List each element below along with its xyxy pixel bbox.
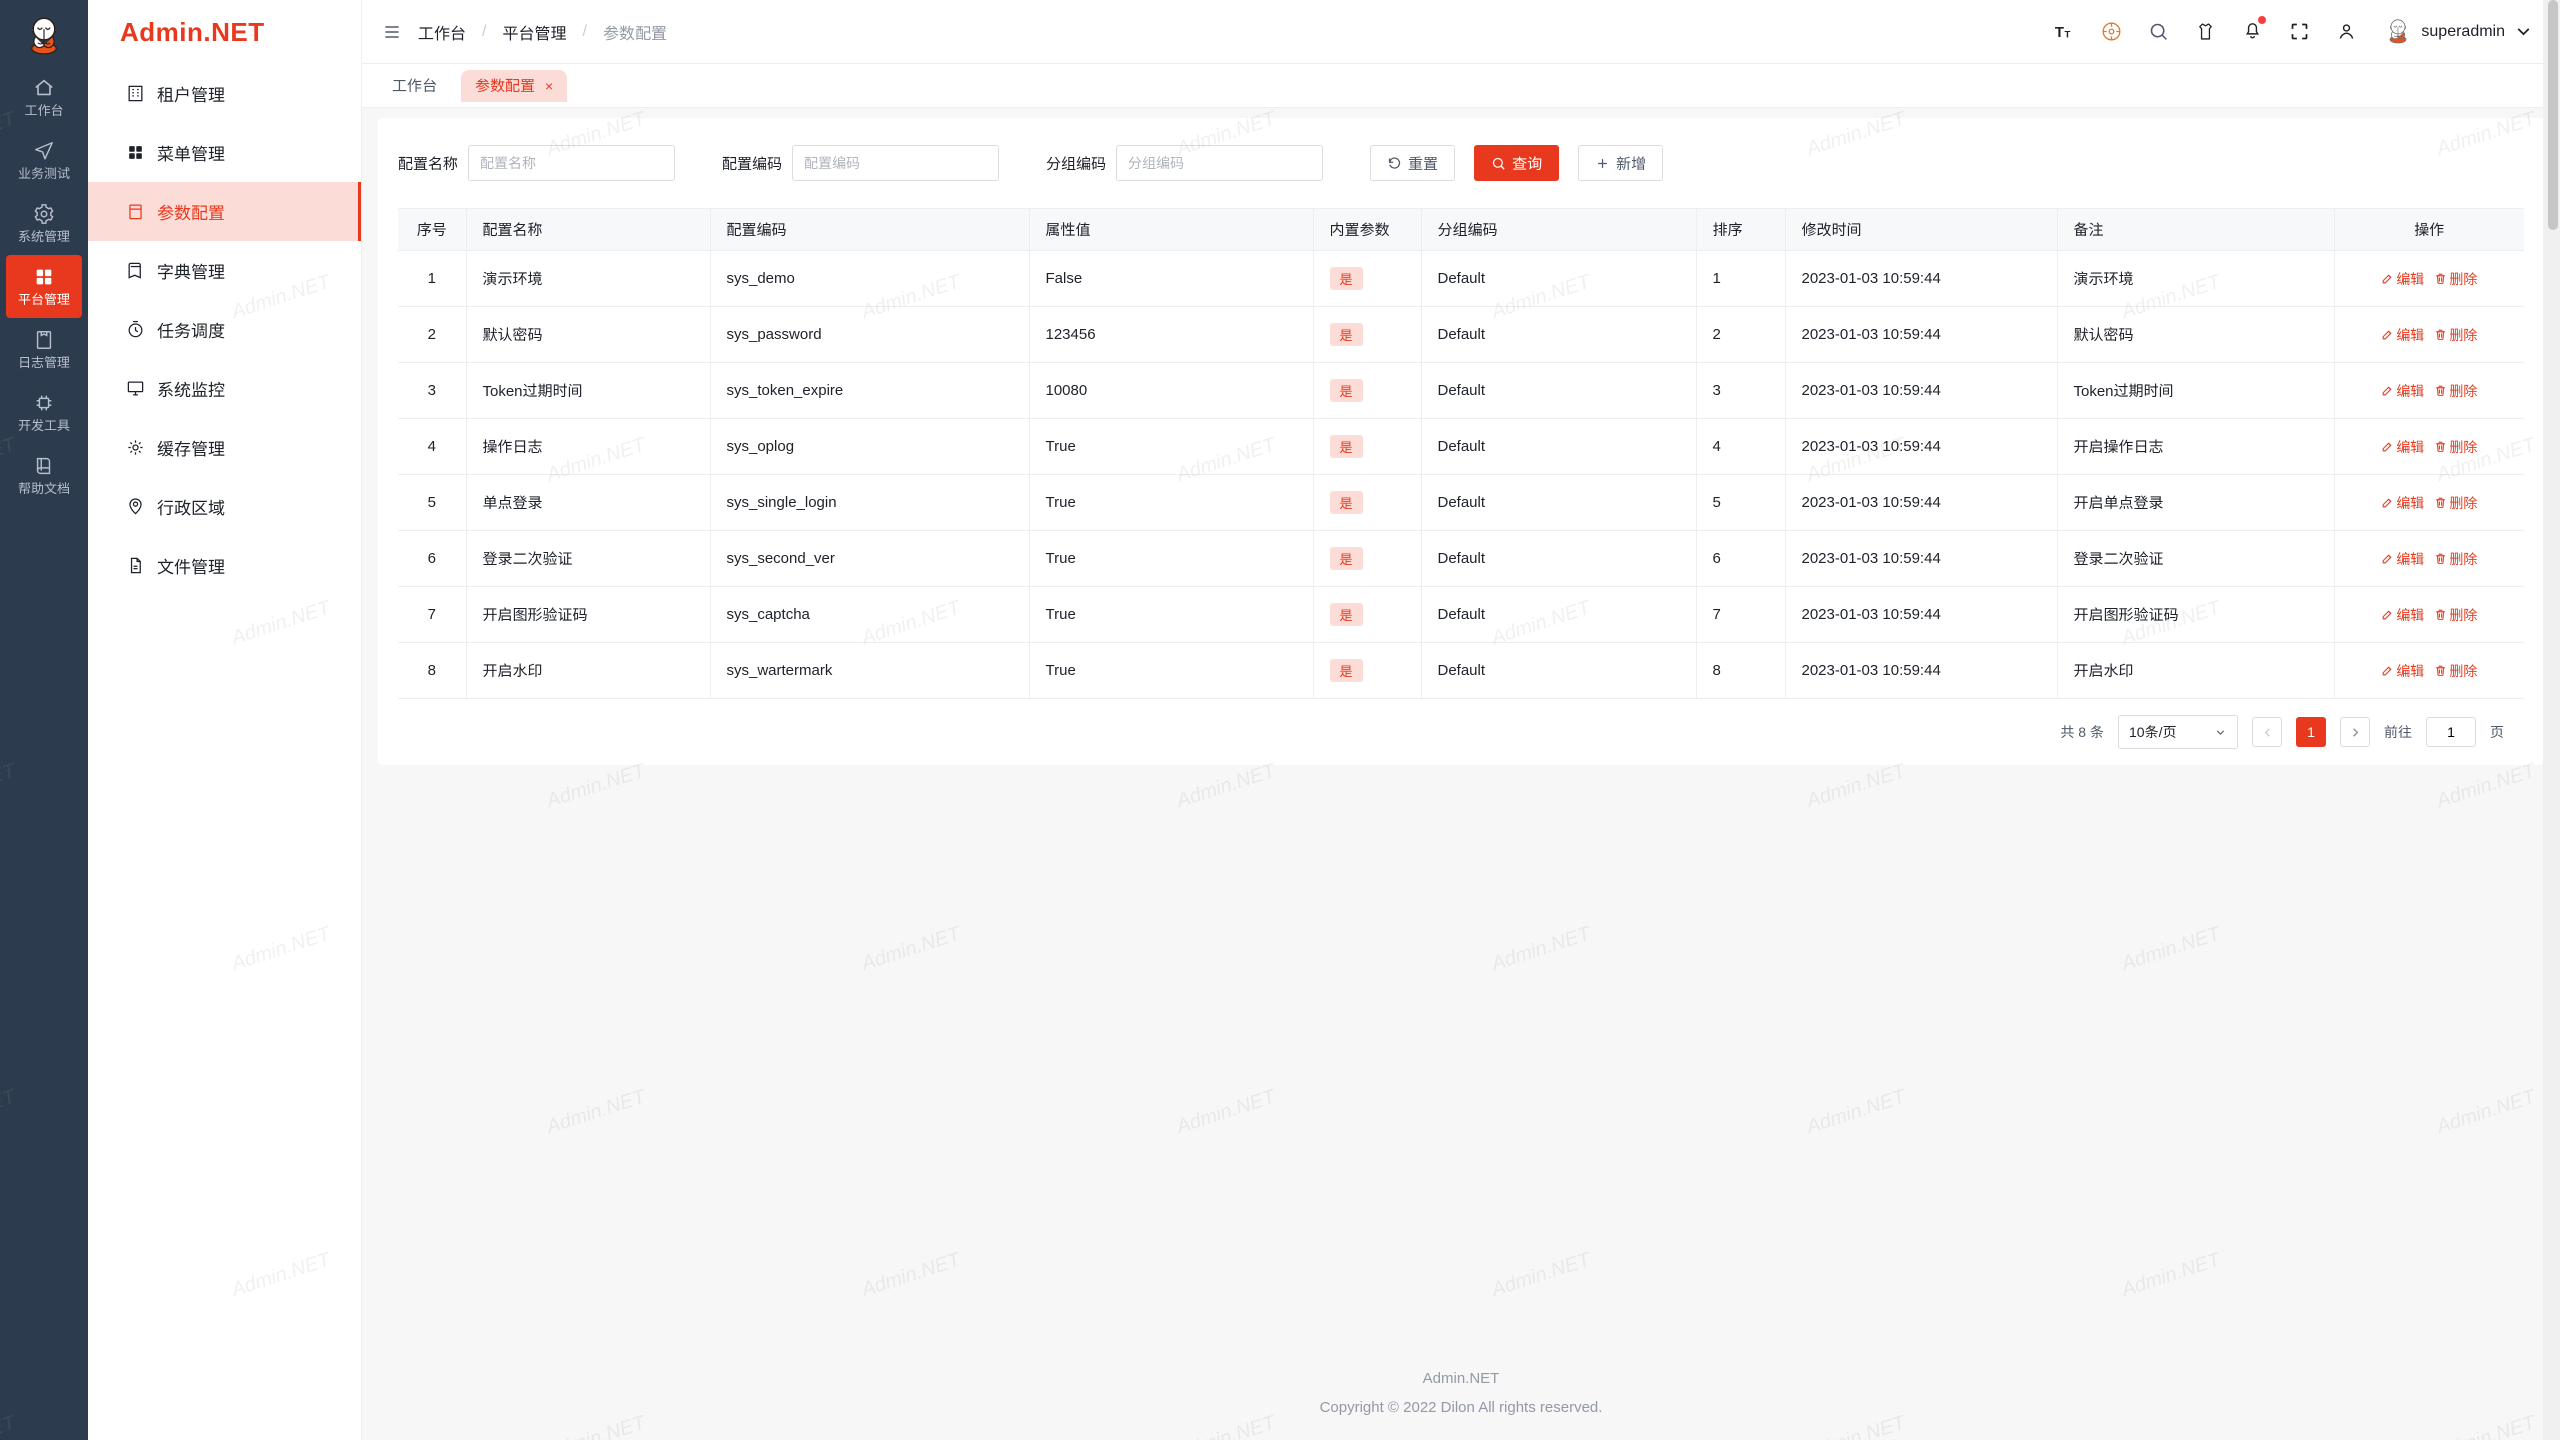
svg-text:T: T [2065, 30, 2071, 41]
svg-text:T: T [2055, 25, 2064, 41]
